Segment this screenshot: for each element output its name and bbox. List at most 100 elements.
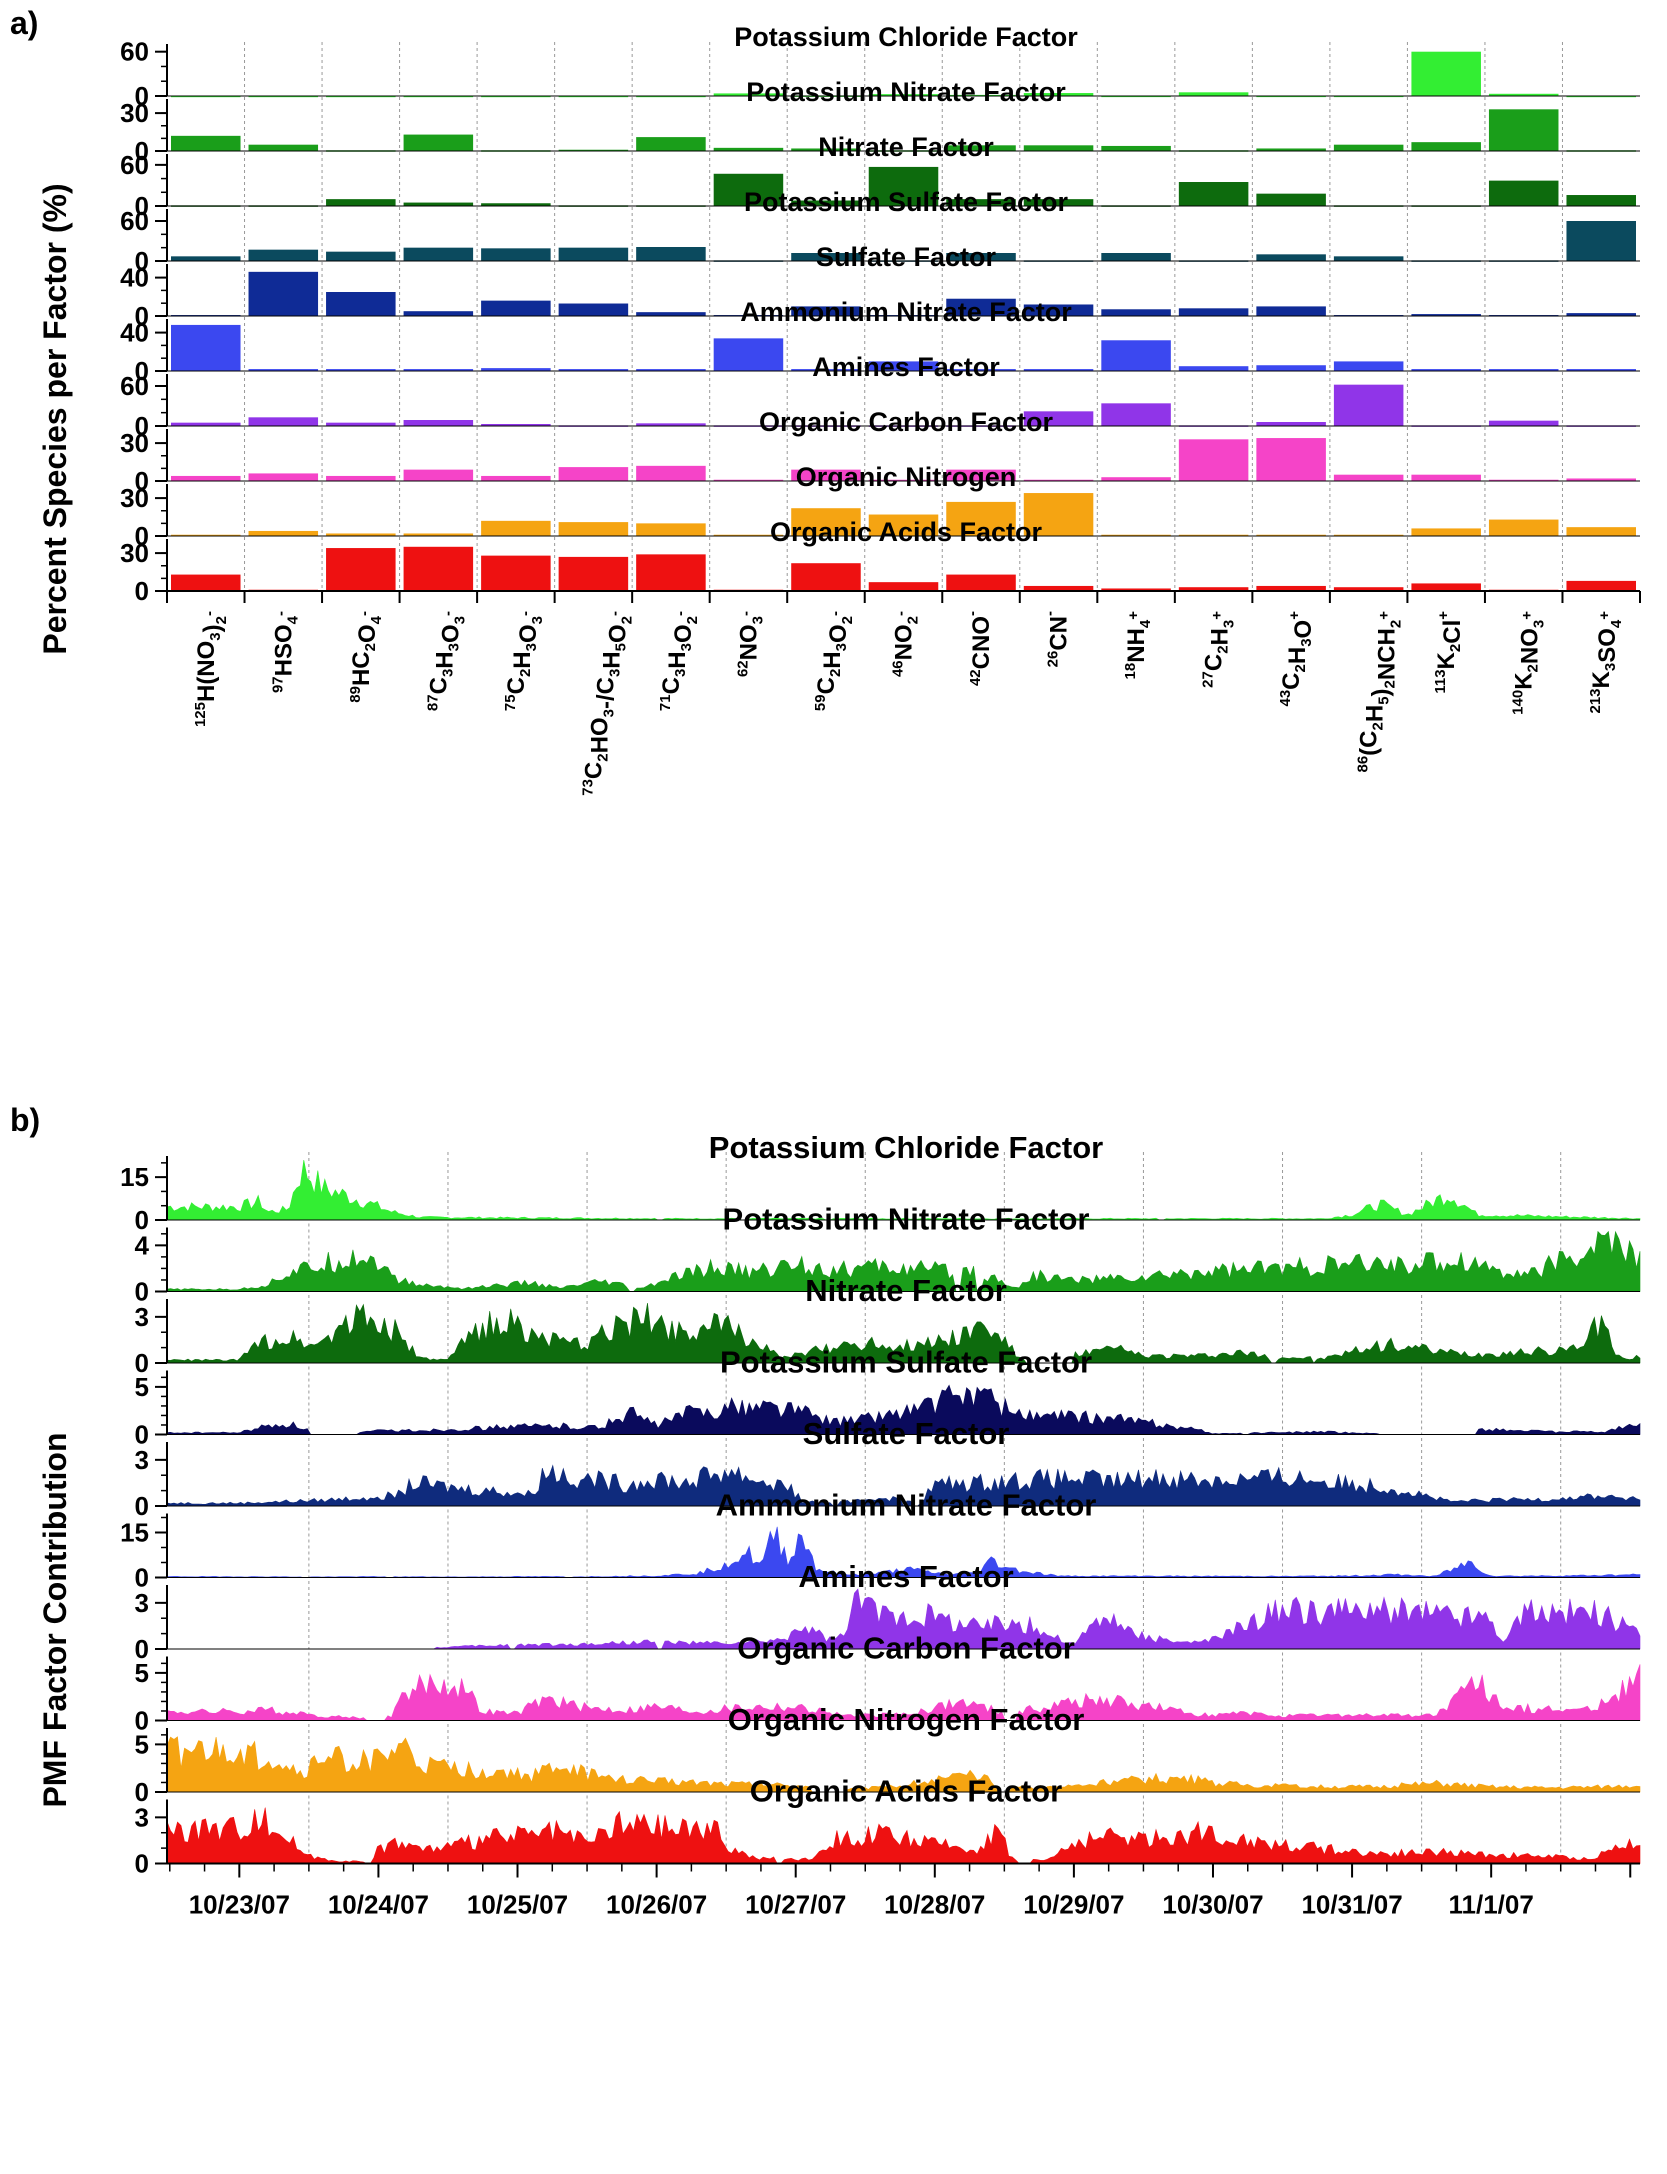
subplot-title: Ammonium Nitrate Factor: [716, 1488, 1097, 1523]
category-label: 75C2H3O3-: [502, 611, 546, 711]
bar: [636, 247, 706, 261]
bar: [326, 292, 396, 316]
bar: [326, 251, 396, 261]
subplot-title: Amines Factor: [798, 1559, 1013, 1594]
series-area: [166, 1526, 1641, 1578]
bar: [1566, 580, 1636, 591]
subplot-title: Sulfate Factor: [803, 1416, 1010, 1451]
bar: [1566, 195, 1636, 206]
bar: [713, 338, 784, 371]
y-tick-label: 0: [135, 1634, 149, 1664]
bar: [791, 148, 861, 151]
bar: [1488, 369, 1559, 371]
bar: [1023, 369, 1094, 371]
bar: [558, 149, 629, 152]
bar: [1256, 365, 1326, 371]
bar: [248, 249, 319, 261]
bar: [1488, 420, 1559, 426]
bar: [171, 475, 241, 481]
bar: [1256, 422, 1326, 426]
subplot-title: Potassium Chloride Factor: [734, 22, 1078, 52]
bar: [403, 546, 474, 591]
bar: [946, 501, 1016, 536]
date-tick-label: 10/30/07: [1162, 1890, 1263, 1920]
bar: [1178, 366, 1249, 371]
bar: [558, 556, 629, 591]
bar: [326, 548, 396, 591]
category-label: 73C2HO3-/C3H5O2-: [579, 611, 635, 796]
bar: [946, 199, 1016, 206]
y-tick-label: 30: [120, 483, 149, 513]
bar: [1023, 199, 1094, 206]
bar: [558, 247, 629, 261]
bar: [791, 563, 861, 591]
subplot-title: Potassium Sulfate Factor: [720, 1345, 1092, 1380]
date-tick-label: 10/27/07: [745, 1890, 846, 1920]
bar: [791, 369, 861, 371]
bar: [636, 312, 706, 316]
y-tick-label: 60: [120, 371, 149, 401]
bar: [558, 467, 629, 481]
bar: [171, 422, 241, 426]
bar: [171, 324, 241, 371]
bar: [1178, 587, 1249, 591]
panel-a-x-categories: 125H(NO3)2- 97HSO4- 89HC2O4- 87C3H3O3- 75C2H…: [166, 590, 1641, 796]
bar: [1488, 109, 1559, 151]
bar: [1023, 479, 1094, 482]
bar: [248, 473, 319, 481]
y-tick-label: 0: [135, 466, 149, 496]
series-area: [166, 1807, 1641, 1864]
date-tick-label: 10/25/07: [467, 1890, 568, 1920]
bar: [1256, 193, 1326, 206]
panel-a-potassium-chloride-factor: 0 60 Potassium Chloride Factor: [120, 22, 1640, 111]
y-tick-label: 4: [135, 1230, 150, 1260]
bar: [248, 530, 319, 536]
subplot-title: Organic Nitrogen: [796, 462, 1017, 492]
bar: [326, 533, 396, 536]
series-area: [166, 1159, 1641, 1221]
bar: [171, 135, 241, 151]
bar: [713, 479, 784, 482]
bar: [403, 311, 474, 316]
bar: [1101, 309, 1171, 316]
subplot-title: Ammonium Nitrate Factor: [740, 297, 1072, 327]
bar: [1101, 534, 1171, 537]
bar: [1566, 527, 1636, 536]
category-label: 26CN-: [1042, 611, 1073, 667]
date-tick-label: 10/23/07: [189, 1890, 290, 1920]
bar: [1101, 588, 1171, 591]
bar: [1566, 478, 1636, 481]
category-label: 87C3H3O3-: [424, 611, 468, 711]
panel-b-ylabel: PMF Factor Contribution: [37, 1432, 73, 1807]
y-tick-label: 60: [120, 206, 149, 236]
y-tick-label: 0: [135, 356, 149, 386]
category-label: 27C2H3+: [1200, 611, 1238, 688]
bar: [946, 369, 1016, 371]
bar: [1023, 93, 1094, 96]
y-tick-label: 0: [135, 1348, 149, 1378]
category-label: 43C2H3O+: [1277, 611, 1317, 707]
y-tick-label: 0: [135, 191, 149, 221]
bar: [1178, 182, 1249, 206]
bar: [481, 368, 551, 371]
subplot-title: Potassium Nitrate Factor: [723, 1202, 1090, 1237]
y-tick-label: 0: [135, 1706, 149, 1736]
bar: [1178, 534, 1249, 537]
y-tick-label: 0: [135, 136, 149, 166]
bar: [171, 574, 241, 591]
bar: [558, 522, 629, 536]
y-tick-label: 0: [135, 1563, 149, 1593]
bar: [1178, 92, 1249, 96]
bar: [1023, 585, 1094, 591]
bar: [791, 200, 861, 206]
bar: [1101, 340, 1171, 371]
bar: [248, 144, 319, 151]
category-label: 125H(NO3)2-: [192, 611, 230, 727]
bar: [481, 424, 551, 426]
bar: [1333, 534, 1404, 537]
